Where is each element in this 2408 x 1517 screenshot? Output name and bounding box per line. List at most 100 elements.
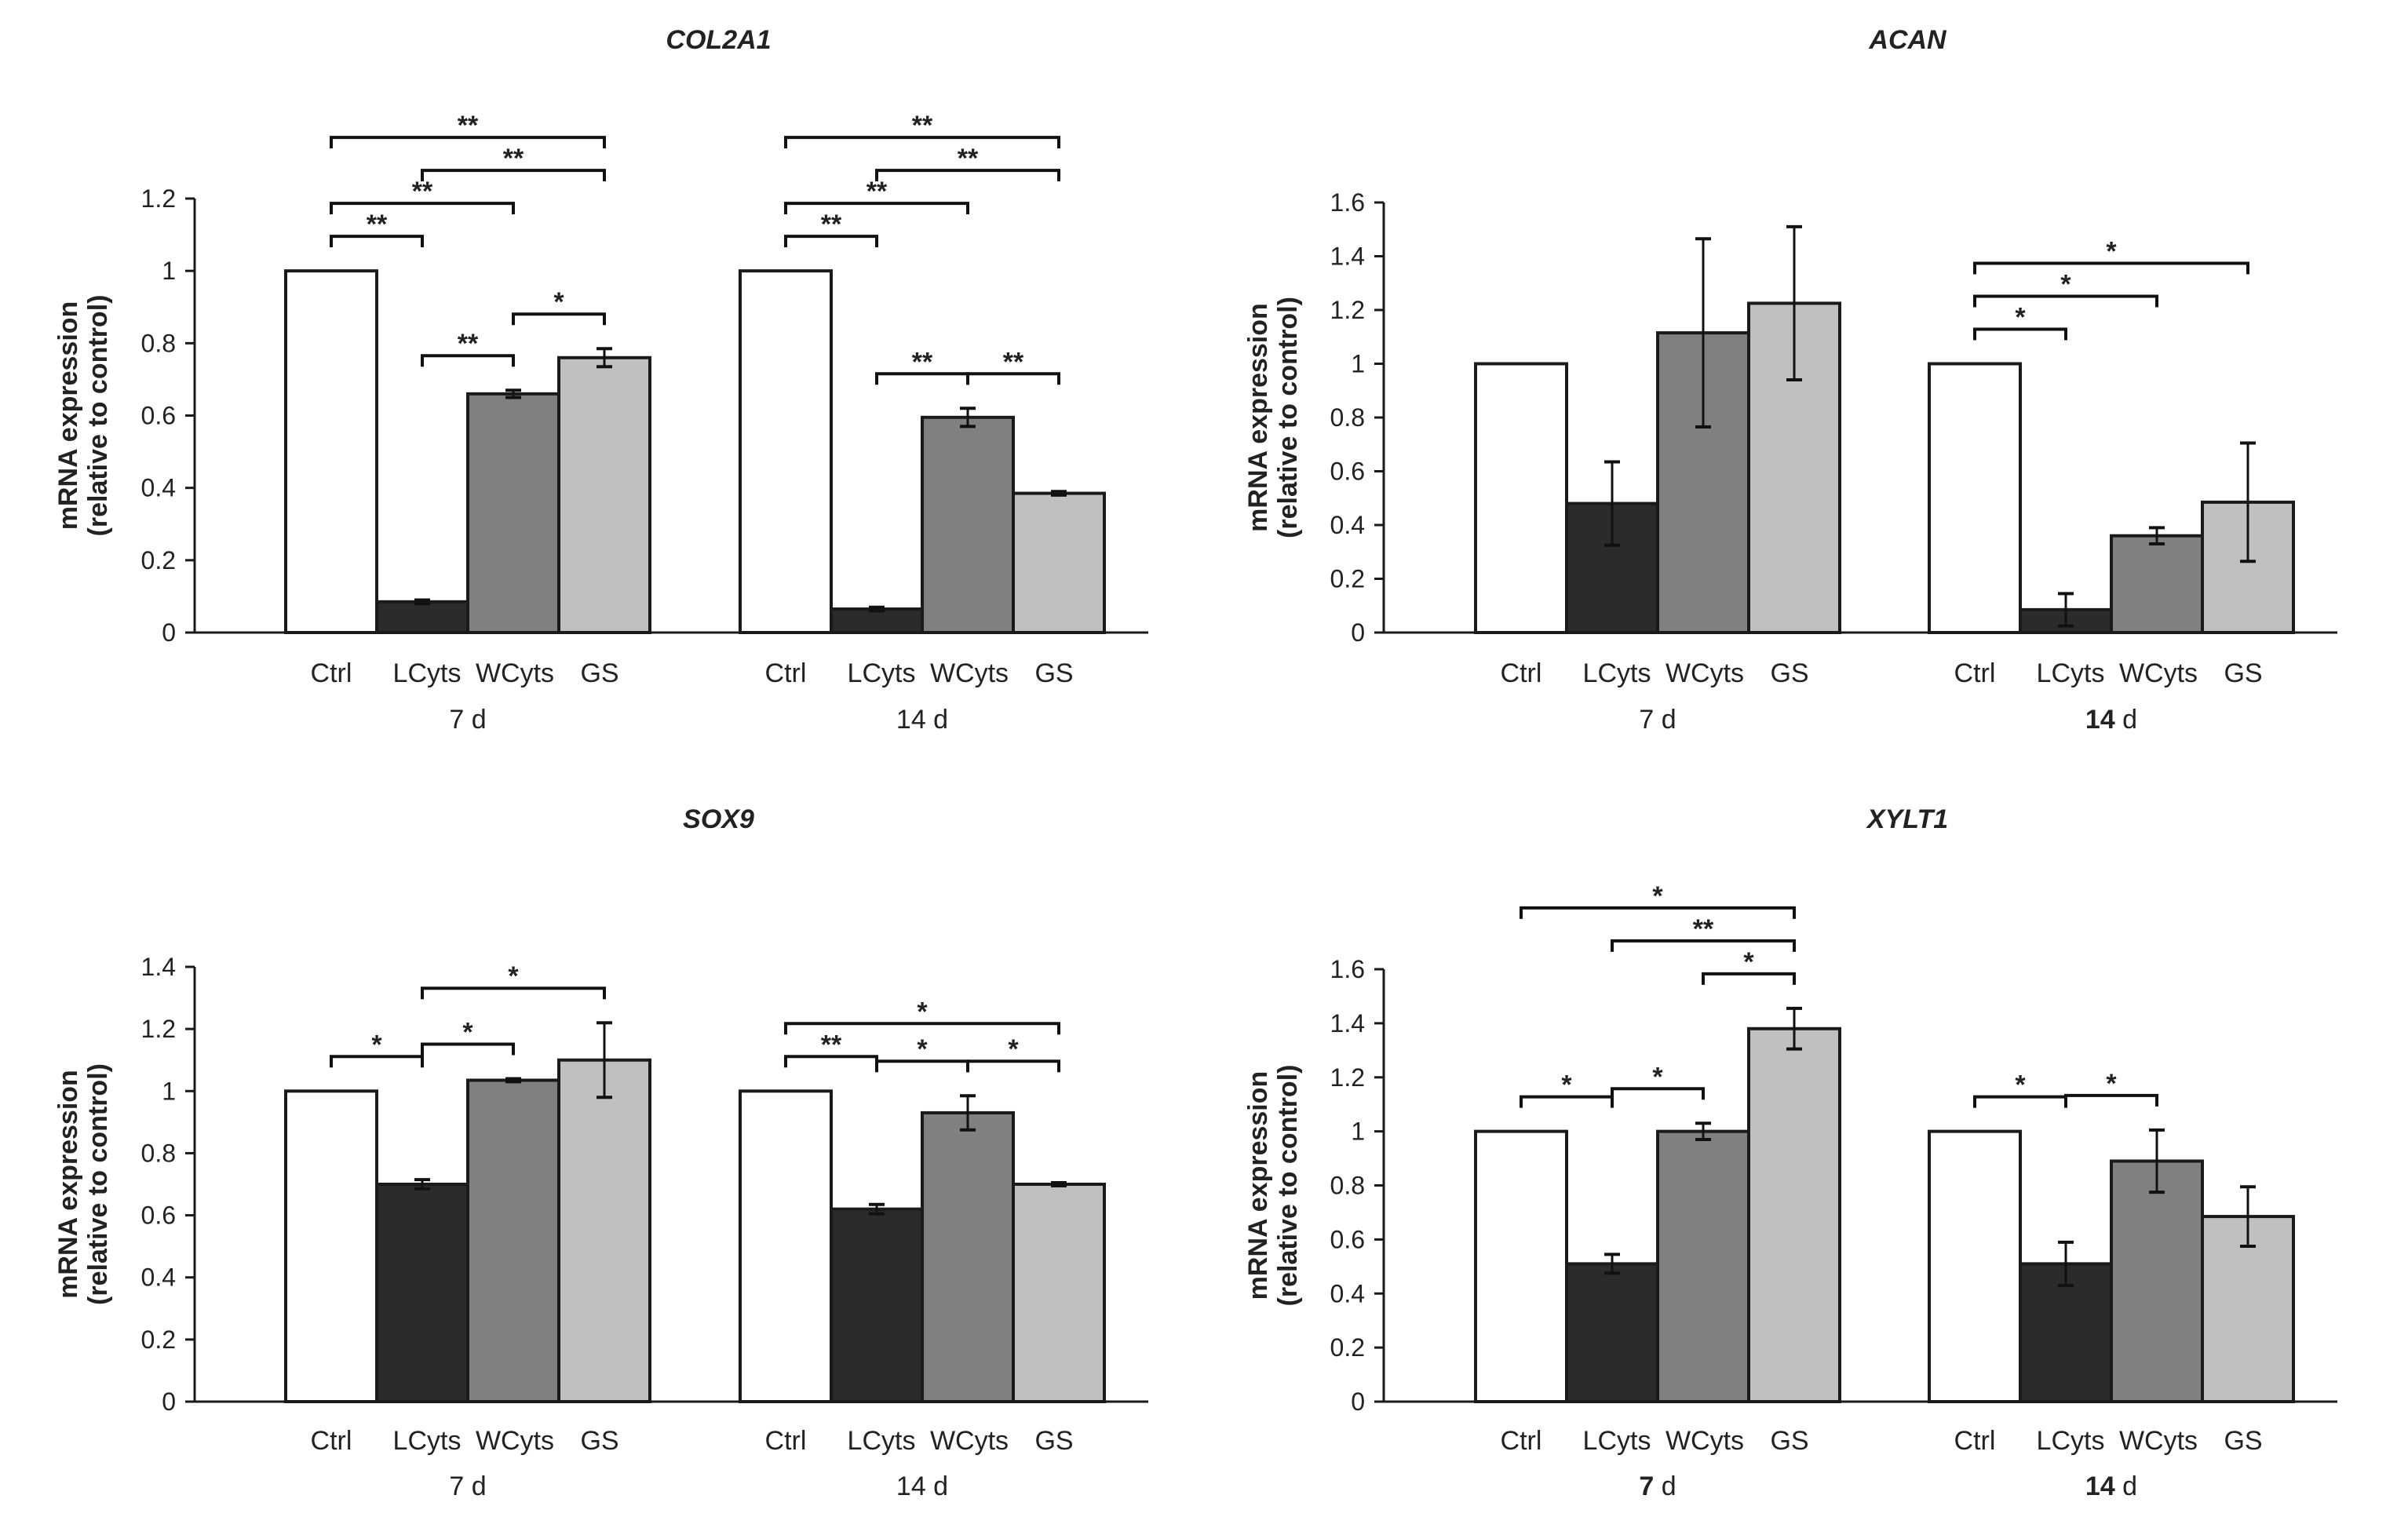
significance-label: *: [2106, 1069, 2117, 1099]
group-label-unit: d: [2115, 1471, 2137, 1501]
category-label: WCyts: [930, 658, 1009, 688]
category-label: LCyts: [393, 658, 462, 688]
y-tick-label: 1.6: [1330, 955, 1365, 983]
bracket-line: [330, 1055, 424, 1068]
significance-bracket: **: [966, 347, 1060, 385]
bar-gs: [1012, 491, 1106, 634]
error-bar: [1786, 1006, 1802, 1051]
group-label-number: 14: [2085, 1471, 2115, 1501]
bracket-line: [784, 202, 969, 215]
significance-label: *: [2015, 1070, 2026, 1100]
significance-label: **: [367, 210, 388, 239]
y-tick-label: 1: [162, 1077, 176, 1105]
y-tick-label: 1.2: [1330, 1063, 1365, 1092]
bar-gs: [557, 1058, 651, 1403]
group-label: 14 d: [2085, 705, 2137, 735]
significance-bracket: *: [1973, 1070, 2067, 1108]
category-label: LCyts: [1583, 658, 1651, 688]
significance-label: **: [412, 177, 433, 206]
panel-col2a1: COL2A1 mRNA expression (relative to contro…: [53, 25, 1148, 735]
chart-title: SOX9: [683, 804, 754, 834]
bar-wcyts: [466, 1078, 560, 1403]
significance-label: **: [821, 210, 842, 239]
bracket-line: [421, 986, 606, 1000]
y-tick-label: 1.2: [141, 184, 176, 213]
bar-wcyts: [2110, 1159, 2204, 1403]
significance-label: *: [1008, 1034, 1019, 1064]
significance-bracket: *: [1973, 237, 2249, 275]
category-label: Ctrl: [1501, 1426, 1542, 1456]
bracket-line: [1611, 939, 1796, 952]
y-tick-label: 0.2: [141, 546, 176, 574]
y-tick-label: 0.2: [1330, 1333, 1365, 1362]
category-label: LCyts: [2037, 1426, 2105, 1456]
category-label: WCyts: [2119, 1426, 2198, 1456]
group-label: 7 d: [1639, 705, 1676, 735]
category-label: Ctrl: [311, 658, 352, 688]
significance-bracket: **: [330, 111, 606, 149]
bar-ctrl: [1928, 1129, 2022, 1403]
bar-lcyts: [375, 600, 469, 634]
bracket-line: [1520, 1095, 1614, 1108]
bracket-line: [1611, 1087, 1705, 1100]
y-tick-label: 1: [1351, 350, 1365, 378]
category-label: GS: [2224, 1426, 2262, 1456]
significance-label: **: [912, 111, 933, 140]
significance-label: **: [958, 144, 979, 173]
error-bar: [597, 1021, 612, 1099]
error-bar: [1604, 460, 1620, 547]
category-label: GS: [1770, 1426, 1808, 1456]
category-label: Ctrl: [1954, 1426, 1996, 1456]
error-bar: [869, 1202, 885, 1216]
category-label: WCyts: [930, 1426, 1009, 1456]
bar-lcyts: [830, 1207, 924, 1403]
significance-label: *: [1652, 881, 1663, 911]
significance-bracket: *: [512, 287, 606, 326]
category-label: Ctrl: [311, 1426, 352, 1456]
significance-label: *: [917, 997, 928, 1027]
y-axis-label: mRNA expression: [1243, 303, 1273, 532]
error-bar: [597, 347, 612, 369]
category-label: GS: [580, 1426, 618, 1456]
error-bar: [869, 605, 885, 613]
bracket-line: [421, 1042, 515, 1056]
y-tick-label: 1.2: [1330, 296, 1365, 324]
significance-bracket: **: [784, 1030, 878, 1068]
y-tick-label: 0.4: [1330, 511, 1365, 539]
group-label: 14 d: [896, 1471, 948, 1501]
panel-acan: ACAN mRNA expression (relative to control)…: [1243, 25, 2337, 735]
category-label: GS: [1034, 1426, 1073, 1456]
significance-label: **: [1003, 347, 1024, 377]
category-label: LCyts: [848, 658, 916, 688]
category-label: GS: [1034, 658, 1073, 688]
bracket-line: [1973, 261, 2249, 275]
error-bar: [505, 1077, 521, 1084]
bar-lcyts: [1565, 1262, 1659, 1404]
significance-label: *: [2060, 270, 2071, 300]
category-label: WCyts: [1666, 1426, 1744, 1456]
category-label: LCyts: [393, 1426, 462, 1456]
y-axis-label: (relative to control): [83, 295, 113, 537]
bar-gs: [1012, 1183, 1106, 1403]
group-label: 14 d: [896, 705, 948, 735]
y-axis-label: mRNA expression: [53, 301, 83, 531]
category-label: GS: [1770, 658, 1808, 688]
bracket-line: [421, 169, 606, 182]
y-axis-label: (relative to control): [1273, 1065, 1303, 1307]
error-bar: [1051, 1181, 1067, 1187]
error-bar: [1604, 1253, 1620, 1275]
group-label: 14 d: [2085, 1471, 2137, 1501]
bar-lcyts: [830, 607, 924, 635]
category-label: WCyts: [476, 1426, 554, 1456]
category-label: WCyts: [1666, 658, 1744, 688]
significance-label: *: [462, 1017, 473, 1047]
bracket-line: [512, 312, 606, 326]
category-label: Ctrl: [765, 1426, 807, 1456]
y-tick-label: 1: [1351, 1118, 1365, 1146]
y-axis-label: mRNA expression: [53, 1070, 83, 1299]
chart-title: COL2A1: [666, 25, 771, 55]
bar-ctrl: [1474, 1129, 1568, 1403]
y-tick-label: 0.2: [1330, 565, 1365, 593]
category-label: LCyts: [848, 1426, 916, 1456]
